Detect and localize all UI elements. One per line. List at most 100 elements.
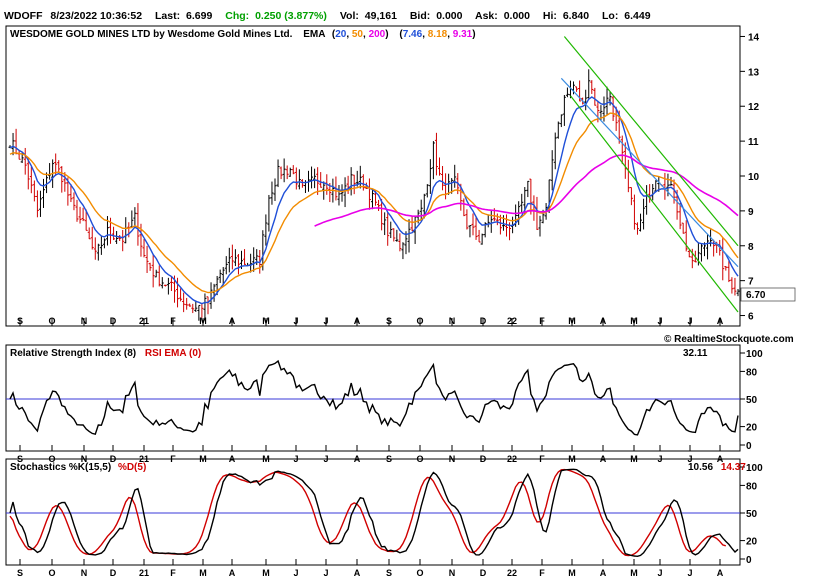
price-x-tick-label: M <box>199 316 207 326</box>
price-x-tick-label: M <box>630 316 638 326</box>
ema-50-line <box>9 112 739 294</box>
stoch-lines-group <box>9 468 739 558</box>
osc-y-tick-label: 0 <box>746 441 752 452</box>
price-x-tick-label: 22 <box>507 316 517 326</box>
ema-period-50: 50 <box>352 29 364 40</box>
price-overlays <box>9 36 739 313</box>
quote-chg-label: Chg: <box>225 10 249 22</box>
osc-x-tick-label: S <box>17 568 23 578</box>
price-x-tick-label: O <box>416 316 423 326</box>
quote-last-label: Last: <box>155 10 180 22</box>
price-x-tick-label: A <box>600 316 607 326</box>
rsi-line-group <box>9 359 739 436</box>
last-price-tag: 6.70 <box>740 287 796 302</box>
price-y-tick-label: 9 <box>748 207 754 218</box>
osc-x-tick-label: D <box>480 568 487 578</box>
quote-symbol: WDOFF <box>4 10 43 22</box>
ema-period-20: 20 <box>335 29 347 40</box>
price-y-tick-label: 6 <box>748 312 754 323</box>
quote-ask: 0.000 <box>504 10 530 22</box>
osc-x-tick-label: J <box>687 568 692 578</box>
quote-bid: 0.000 <box>436 10 462 22</box>
price-y-tick-label: 8 <box>748 242 754 253</box>
quote-ask-label: Ask: <box>475 10 498 22</box>
ema-period-200: 200 <box>369 29 386 40</box>
ema-200-line <box>314 154 739 227</box>
rsi-title: Relative Strength Index (8) RSI EMA (0) <box>10 348 201 359</box>
stoch-panel-frame <box>5 458 741 566</box>
stoch-title-text: Stochastics %K(15,5) <box>10 462 111 473</box>
price-x-tick-label: J <box>323 316 328 326</box>
osc-y-tick-label: 0 <box>746 555 752 566</box>
osc-x-tick-label: N <box>81 568 88 578</box>
stoch-d-current: 14.37 <box>721 462 746 473</box>
stoch-d-label: %D(5) <box>118 462 146 473</box>
quote-bid-label: Bid: <box>410 10 430 22</box>
price-x-tick-label: O <box>48 316 55 326</box>
rsi-ema-label: RSI EMA (0) <box>145 348 201 359</box>
trend-channel-upper <box>563 36 739 247</box>
price-x-tick-label: D <box>110 316 117 326</box>
osc-x-tick-label: F <box>170 568 176 578</box>
osc-x-tick-label: A <box>354 568 361 578</box>
osc-x-tick-label: F <box>539 568 545 578</box>
price-x-tick-label: A <box>229 316 236 326</box>
quote-datetime: 8/23/2022 10:36:52 <box>50 10 142 22</box>
quote-hi-label: Hi: <box>543 10 557 22</box>
rsi-panel-frame <box>5 344 741 452</box>
price-x-tick-label: N <box>449 316 456 326</box>
price-title: WESDOME GOLD MINES LTD by Wesdome Gold M… <box>10 29 476 40</box>
price-x-tick-label: M <box>568 316 576 326</box>
price-x-tick-label: A <box>354 316 361 326</box>
price-grid: S O N D 21 F M A M J J A S O N D 22 F M A M J J A <box>17 316 724 326</box>
rsi-y-axis: 0 20 50 80 100 <box>740 349 763 452</box>
price-x-tick-label: S <box>386 316 392 326</box>
rsi-current: 32.11 <box>683 348 708 359</box>
osc-y-tick-label: 50 <box>746 395 758 406</box>
stoch-title: Stochastics %K(15,5) %D(5) <box>10 462 146 473</box>
osc-x-tick-label: M <box>199 568 207 578</box>
price-x-tick-label: 21 <box>139 316 149 326</box>
osc-x-tick-label: A <box>600 568 607 578</box>
quote-vol: 49,161 <box>365 10 397 22</box>
osc-x-tick-label: N <box>449 568 456 578</box>
price-y-tick-label: 10 <box>748 172 760 183</box>
osc-x-tick-label: J <box>657 568 662 578</box>
price-title-text: WESDOME GOLD MINES LTD by Wesdome Gold M… <box>10 29 293 40</box>
osc-y-tick-label: 80 <box>746 481 758 492</box>
price-x-tick-label: N <box>81 316 88 326</box>
price-y-tick-label: 11 <box>748 137 759 148</box>
price-x-tick-label: A <box>717 316 724 326</box>
price-panel: S O N D 21 F M A M J J A S O N D 22 F M A M J J A 6 7 8 9 10 11 12 13 1… <box>5 25 796 345</box>
osc-y-tick-label: 50 <box>746 509 758 520</box>
price-x-tick-label: S <box>17 316 23 326</box>
right-margin <box>800 0 820 581</box>
quote-chg: 0.250 (3.877%) <box>255 10 327 22</box>
price-x-tick-label: F <box>539 316 545 326</box>
price-y-axis: 6 7 8 9 10 11 12 13 14 <box>740 32 760 323</box>
quote-header: WDOFF 8/23/2022 10:36:52 Last: 6.699 Chg… <box>4 10 651 22</box>
osc-y-tick-label: 20 <box>746 537 758 548</box>
price-x-tick-label: F <box>170 316 176 326</box>
osc-y-tick-label: 20 <box>746 423 758 434</box>
ema-value-200: 9.31 <box>453 29 473 40</box>
osc-y-tick-label: 100 <box>746 349 763 360</box>
price-x-tick-label: J <box>687 316 692 326</box>
osc-x-tick-label: O <box>48 568 55 578</box>
last-price-tag-text: 6.70 <box>746 290 766 301</box>
osc-y-tick-label: 100 <box>746 463 763 474</box>
price-x-tick-label: J <box>657 316 662 326</box>
osc-x-tick-label: S <box>386 568 392 578</box>
osc-x-tick-label: M <box>568 568 576 578</box>
price-y-tick-label: 7 <box>748 277 754 288</box>
osc-y-tick-label: 80 <box>746 367 758 378</box>
quote-last: 6.699 <box>186 10 212 22</box>
rsi-line <box>9 359 739 436</box>
quote-lo: 6.449 <box>624 10 650 22</box>
quote-vol-label: Vol: <box>340 10 359 22</box>
ema-20-line <box>9 96 739 305</box>
price-y-tick-label: 12 <box>748 102 760 113</box>
osc-x-tick-label: M <box>262 568 270 578</box>
